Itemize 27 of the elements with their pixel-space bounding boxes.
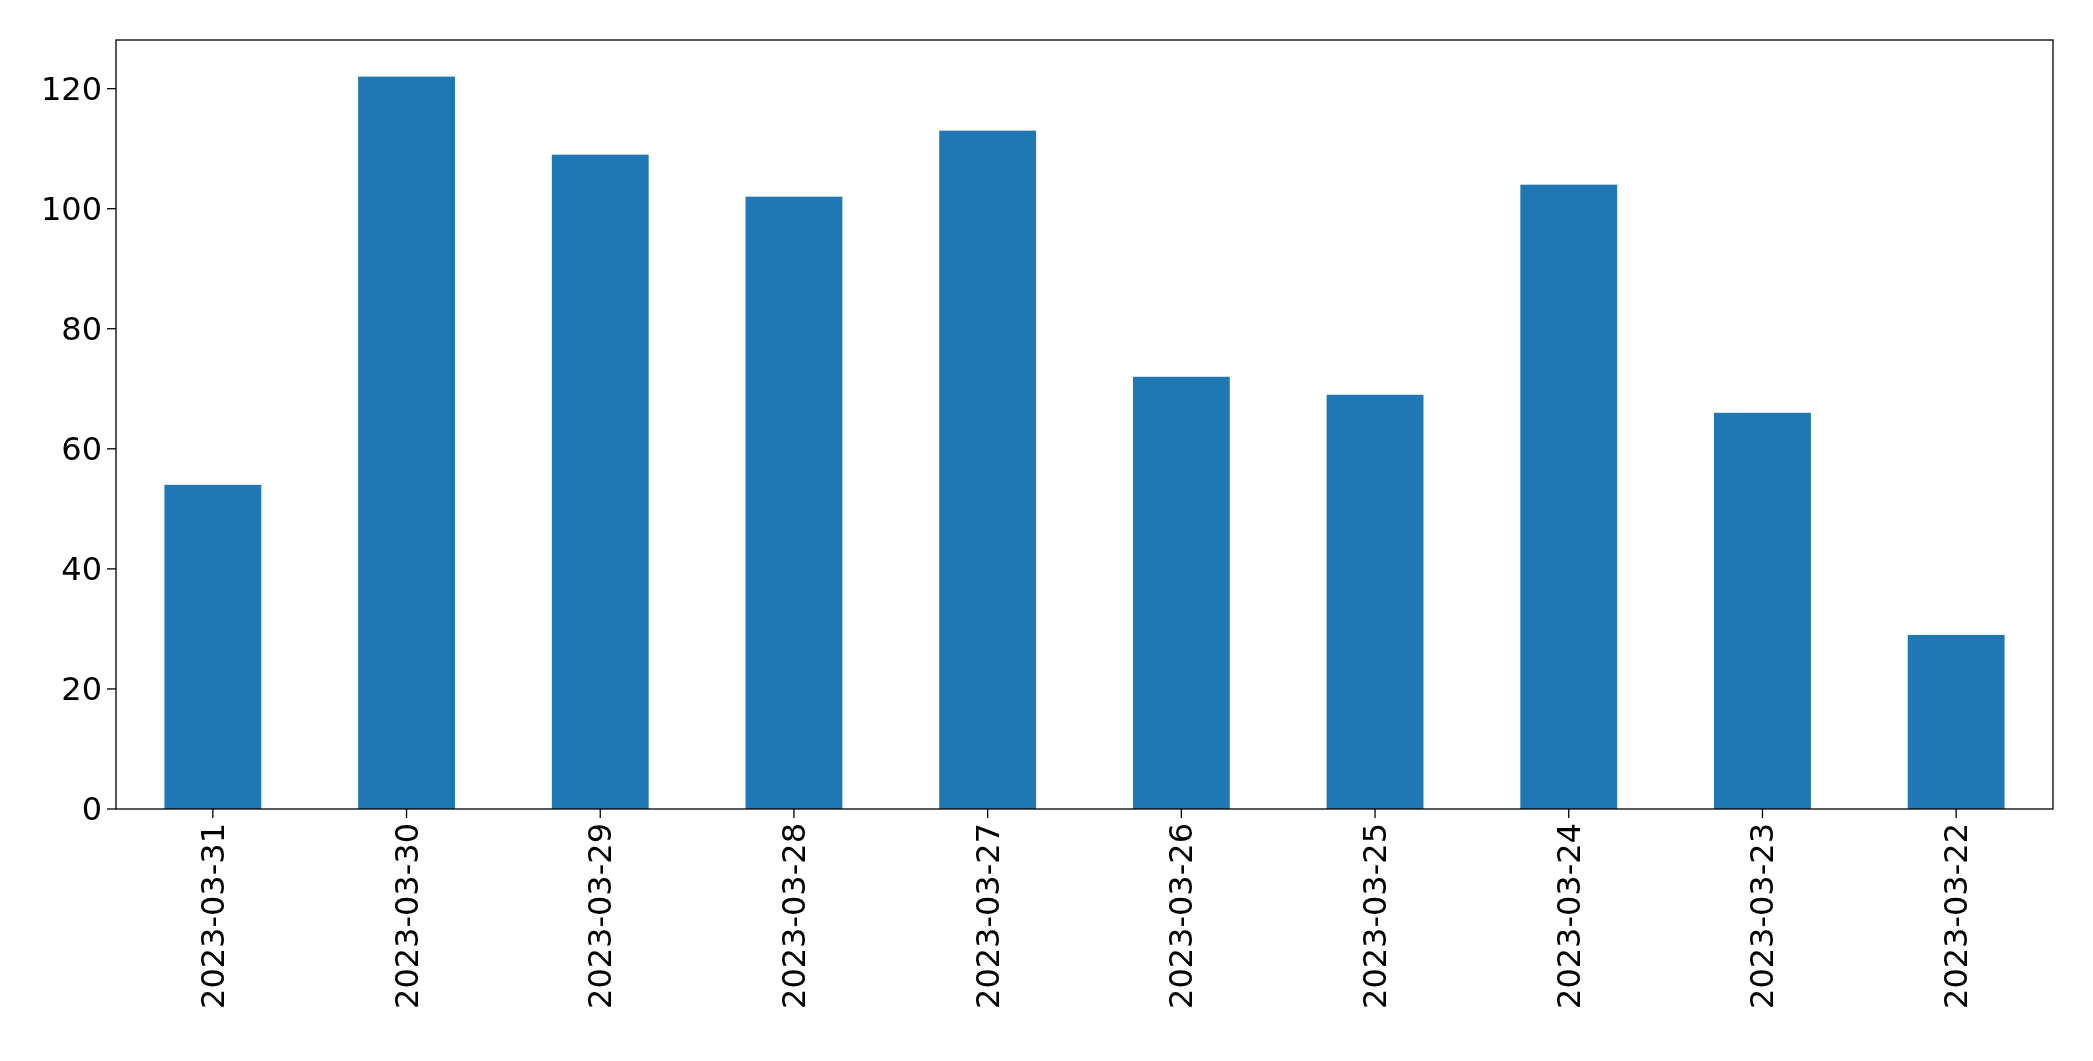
y-tick-label: 60: [61, 429, 102, 468]
bar: [1326, 394, 1424, 809]
bar: [939, 130, 1037, 809]
bar: [164, 484, 262, 809]
y-tick-label: 40: [61, 549, 102, 588]
y-tick-label: 80: [61, 309, 102, 348]
x-tick-label: 2023-03-27: [968, 823, 1007, 1009]
x-tick-label: 2023-03-29: [581, 823, 620, 1009]
x-tick-label: 2023-03-30: [387, 823, 426, 1009]
bar: [745, 196, 843, 809]
bar: [1907, 634, 2005, 809]
bar: [1520, 184, 1618, 809]
y-tick-label: 100: [40, 189, 102, 228]
bar: [551, 154, 649, 809]
x-tick-label: 2023-03-22: [1937, 823, 1976, 1009]
y-tick-label: 120: [40, 69, 102, 108]
x-tick-label: 2023-03-28: [774, 823, 813, 1009]
y-tick-label: 0: [81, 790, 102, 828]
x-tick-label: 2023-03-25: [1356, 823, 1395, 1009]
x-tick-label: 2023-03-31: [193, 823, 232, 1009]
bar: [1132, 376, 1230, 809]
x-tick-label: 2023-03-24: [1549, 823, 1588, 1009]
bar: [358, 76, 455, 809]
x-tick-label: 2023-03-26: [1162, 823, 1201, 1009]
y-tick-label: 20: [61, 669, 102, 708]
x-tick-label: 2023-03-23: [1743, 823, 1782, 1009]
bar: [1714, 412, 1811, 809]
